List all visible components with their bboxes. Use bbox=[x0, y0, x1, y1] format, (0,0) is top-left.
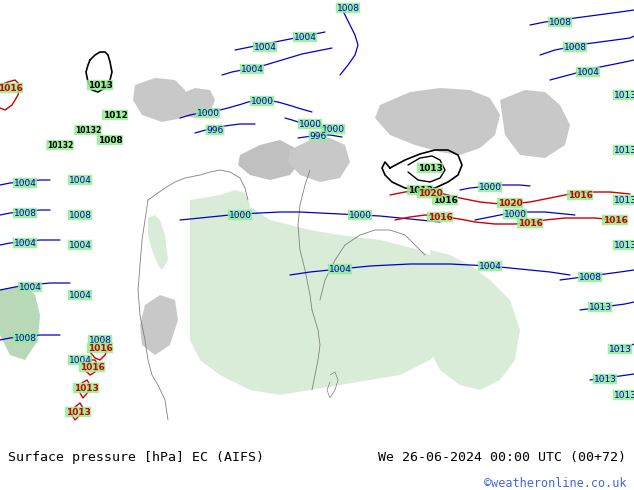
Text: 1016: 1016 bbox=[427, 213, 453, 221]
Text: 1020: 1020 bbox=[498, 198, 522, 207]
Text: 1004: 1004 bbox=[240, 65, 264, 74]
Polygon shape bbox=[190, 195, 460, 395]
Text: We 26-06-2024 00:00 UTC (00+72): We 26-06-2024 00:00 UTC (00+72) bbox=[378, 451, 626, 464]
Polygon shape bbox=[148, 215, 168, 270]
Polygon shape bbox=[430, 250, 520, 390]
Text: 1004: 1004 bbox=[18, 283, 41, 292]
Text: 1013: 1013 bbox=[614, 91, 634, 99]
Text: 1016: 1016 bbox=[79, 363, 105, 371]
Text: 1013: 1013 bbox=[614, 391, 634, 399]
Text: 1013: 1013 bbox=[614, 146, 634, 154]
Text: 10132: 10132 bbox=[47, 141, 73, 149]
Text: 1013: 1013 bbox=[87, 80, 112, 90]
Text: 1004: 1004 bbox=[68, 356, 91, 365]
Text: 1004: 1004 bbox=[13, 178, 36, 188]
Text: 1004: 1004 bbox=[13, 239, 36, 247]
Text: 1008: 1008 bbox=[578, 272, 602, 281]
Text: 1004: 1004 bbox=[479, 262, 501, 270]
Text: 1008: 1008 bbox=[13, 334, 37, 343]
Text: 1016: 1016 bbox=[432, 196, 458, 204]
Text: 1000: 1000 bbox=[250, 97, 273, 105]
Text: 1004: 1004 bbox=[68, 241, 91, 249]
Text: 1008: 1008 bbox=[13, 209, 37, 218]
Text: 1020: 1020 bbox=[418, 189, 443, 197]
Text: 1008: 1008 bbox=[564, 43, 586, 51]
Text: 1008: 1008 bbox=[337, 3, 359, 13]
Text: 1008: 1008 bbox=[98, 136, 122, 145]
Polygon shape bbox=[133, 78, 188, 122]
Text: 1000: 1000 bbox=[228, 211, 252, 220]
Text: 1004: 1004 bbox=[328, 265, 351, 273]
Text: 1013: 1013 bbox=[593, 374, 616, 384]
Text: 1012: 1012 bbox=[103, 111, 127, 120]
Text: 1000: 1000 bbox=[479, 182, 501, 192]
Text: Surface pressure [hPa] EC (AIFS): Surface pressure [hPa] EC (AIFS) bbox=[8, 451, 264, 464]
Text: 1013: 1013 bbox=[418, 164, 443, 172]
Polygon shape bbox=[500, 90, 570, 158]
Text: 1016: 1016 bbox=[0, 83, 22, 93]
Text: 1000: 1000 bbox=[299, 120, 321, 128]
Polygon shape bbox=[175, 88, 215, 118]
Text: 1013: 1013 bbox=[65, 408, 91, 416]
Text: 1004: 1004 bbox=[576, 68, 599, 76]
Text: 1000: 1000 bbox=[349, 211, 372, 220]
Text: 1016: 1016 bbox=[517, 219, 543, 227]
Polygon shape bbox=[288, 138, 350, 182]
Text: 1016: 1016 bbox=[602, 216, 628, 224]
Text: ©weatheronline.co.uk: ©weatheronline.co.uk bbox=[484, 477, 626, 490]
Text: 1008: 1008 bbox=[89, 336, 112, 344]
Polygon shape bbox=[238, 140, 300, 180]
Text: 1004: 1004 bbox=[294, 32, 316, 42]
Text: 996: 996 bbox=[207, 125, 224, 134]
Polygon shape bbox=[140, 295, 178, 355]
Text: 1000: 1000 bbox=[503, 210, 526, 219]
Text: 1008: 1008 bbox=[548, 18, 571, 26]
Text: 1004: 1004 bbox=[68, 291, 91, 299]
Text: 1004: 1004 bbox=[68, 175, 91, 185]
Text: 1004: 1004 bbox=[254, 43, 276, 51]
Text: 1013: 1013 bbox=[614, 196, 634, 204]
Text: 1016: 1016 bbox=[567, 191, 592, 199]
Polygon shape bbox=[0, 285, 40, 360]
Text: 1008: 1008 bbox=[68, 211, 91, 220]
Text: 1013: 1013 bbox=[609, 344, 631, 353]
Text: 1013: 1013 bbox=[588, 302, 612, 312]
Text: 1000: 1000 bbox=[197, 108, 219, 118]
Text: 996: 996 bbox=[309, 131, 327, 141]
Polygon shape bbox=[220, 190, 250, 220]
Text: 1013: 1013 bbox=[74, 384, 98, 392]
Text: 1016: 1016 bbox=[87, 343, 112, 352]
Polygon shape bbox=[375, 88, 500, 155]
Text: 1000: 1000 bbox=[321, 124, 344, 133]
Text: 1013: 1013 bbox=[614, 241, 634, 249]
Text: 10132: 10132 bbox=[75, 125, 101, 134]
Text: 1013: 1013 bbox=[408, 186, 432, 195]
